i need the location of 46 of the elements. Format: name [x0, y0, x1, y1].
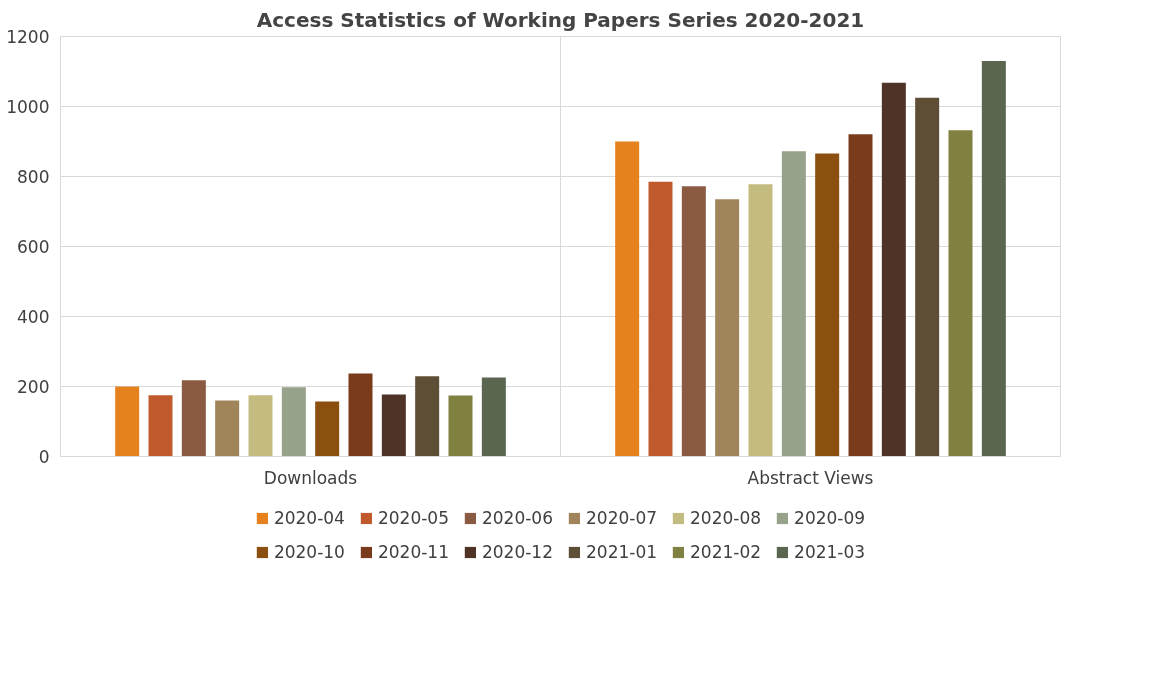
bar	[215, 400, 240, 457]
legend-label: 2021-01	[586, 542, 658, 562]
chart-title: Access Statistics of Working Papers Series 2020-2021	[256, 7, 865, 32]
bar	[181, 380, 206, 457]
y-tick-label: 1000	[6, 97, 50, 117]
bar	[981, 61, 1006, 457]
bar	[315, 401, 340, 457]
legend-label: 2020-10	[273, 542, 345, 562]
bar	[848, 134, 873, 457]
y-tick-label: 600	[17, 237, 50, 257]
bar	[815, 153, 840, 457]
bar	[781, 151, 806, 457]
bar	[881, 82, 906, 457]
legend-label: 2021-03	[794, 542, 866, 562]
legend-label: 2020-08	[690, 508, 762, 528]
bar	[415, 376, 440, 457]
bar	[281, 387, 306, 457]
bar	[681, 186, 706, 457]
y-tick-label: 200	[17, 377, 50, 397]
legend-label: 2020-07	[586, 508, 658, 528]
bar	[148, 395, 173, 457]
legend-label: 2020-12	[481, 542, 553, 562]
legend-label: 2020-05	[377, 508, 449, 528]
legend-label: 2020-09	[794, 508, 866, 528]
bar	[748, 184, 773, 457]
bar	[348, 373, 373, 457]
bar	[381, 394, 406, 457]
x-tick-label: Downloads	[263, 467, 358, 488]
y-tick-label: 800	[17, 167, 50, 187]
legend-label: 2020-04	[273, 508, 345, 528]
bar	[915, 97, 940, 457]
y-tick-label: 0	[38, 447, 50, 467]
x-tick-label: Abstract Views	[747, 467, 874, 488]
bar	[448, 395, 473, 457]
bar	[248, 395, 273, 457]
legend-label: 2021-02	[690, 542, 762, 562]
legend-label: 2020-11	[377, 542, 449, 562]
bar	[615, 141, 640, 457]
bar	[481, 377, 506, 457]
y-tick-label: 400	[17, 307, 50, 327]
bar	[115, 386, 140, 457]
bar	[948, 130, 973, 457]
y-tick-label: 1200	[6, 27, 50, 47]
bar	[648, 181, 673, 457]
bar	[715, 199, 740, 457]
legend-label: 2020-06	[481, 508, 553, 528]
